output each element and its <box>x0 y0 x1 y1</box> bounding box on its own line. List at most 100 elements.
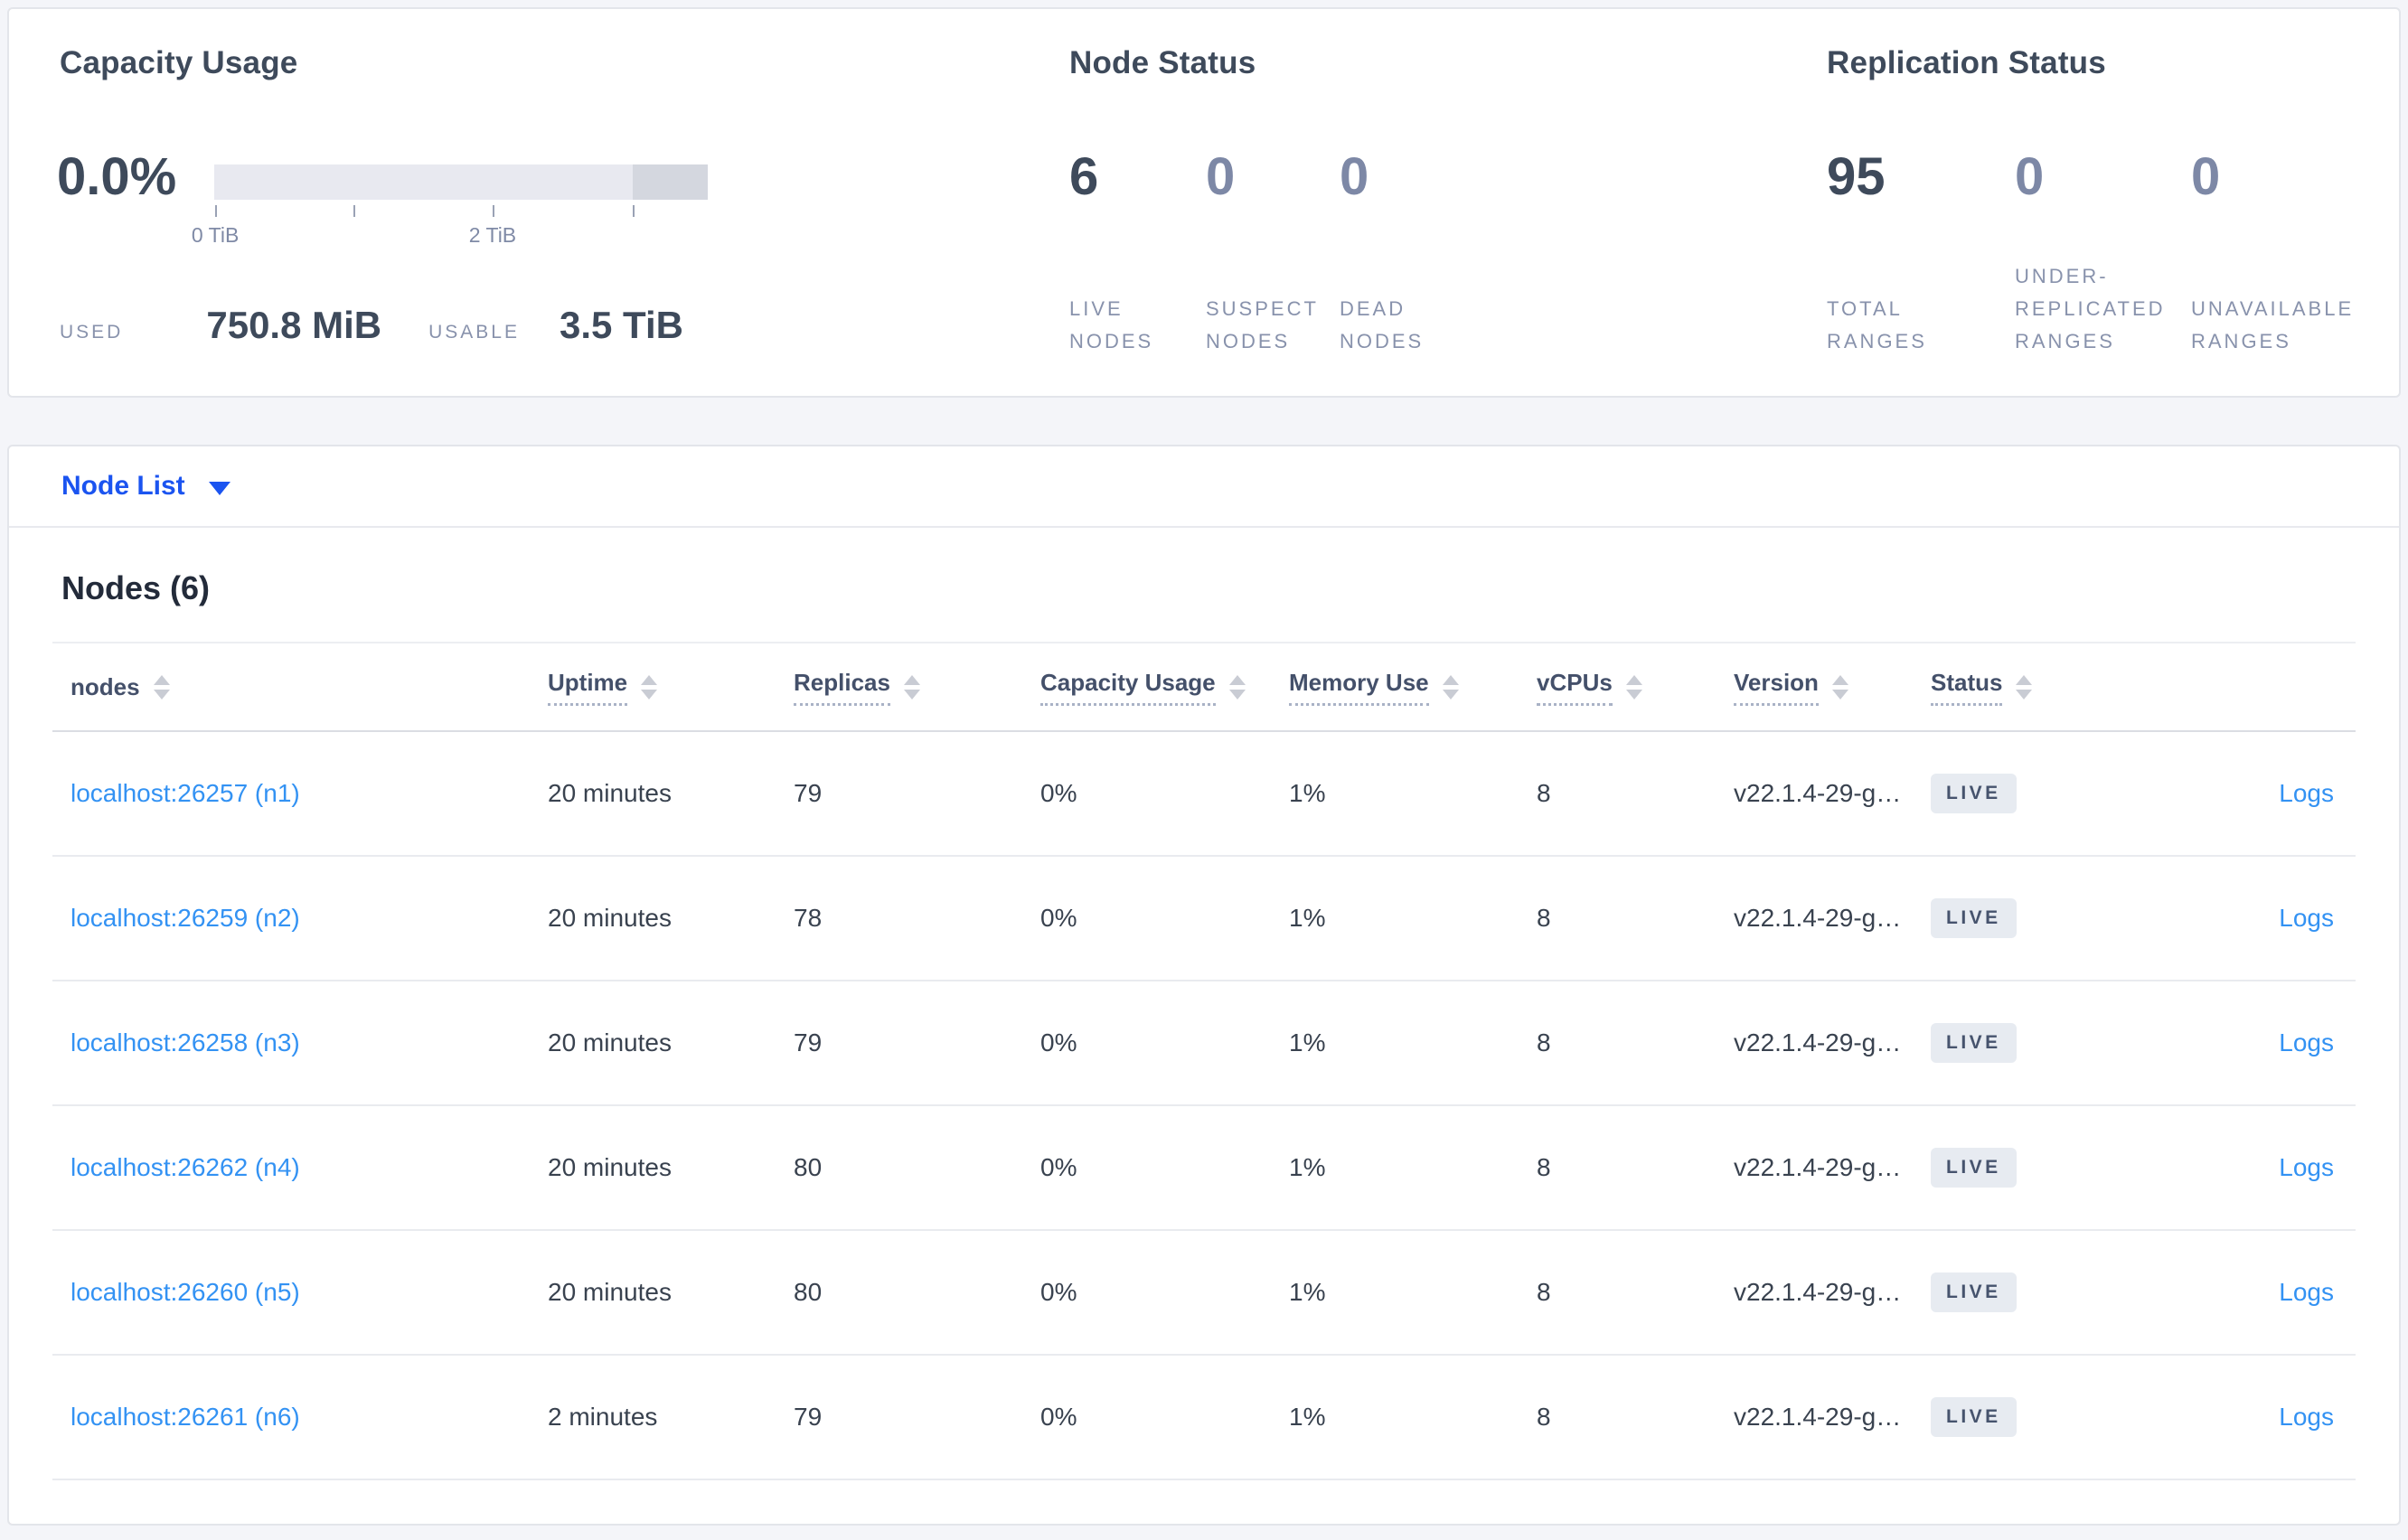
table-row: localhost:26261 (n6) 2 minutes 79 0% 1% … <box>52 1356 2356 1480</box>
node-list-dropdown[interactable]: Node List <box>61 471 230 502</box>
under-replicated-ranges-value: 0 <box>2015 147 2045 206</box>
cell-logs: Logs <box>2130 1278 2356 1307</box>
column-label: Capacity Usage <box>1040 669 1216 706</box>
nodes-table-header: nodes Uptime Replicas Capacity Usage Mem… <box>52 642 2356 732</box>
column-label: Status <box>1931 669 2003 706</box>
logs-link[interactable]: Logs <box>2279 779 2334 807</box>
node-link[interactable]: localhost:26258 (n3) <box>71 1028 300 1056</box>
capacity-stats: USED 750.8 MiB USABLE 3.5 TiB <box>60 304 683 347</box>
node-status-title: Node Status <box>1069 45 1256 80</box>
cell-logs: Logs <box>2130 779 2356 808</box>
status-badge: LIVE <box>1931 1148 2017 1188</box>
table-row: localhost:26262 (n4) 20 minutes 80 0% 1%… <box>52 1106 2356 1231</box>
logs-link[interactable]: Logs <box>2279 1403 2334 1431</box>
status-badge: LIVE <box>1931 898 2017 938</box>
column-header-capacity-usage[interactable]: Capacity Usage <box>1040 669 1289 706</box>
node-status-section: Node Status 6 LIVE NODES 0 SUSPECT NODES… <box>1069 45 1820 358</box>
used-label: USED <box>60 322 124 343</box>
cell-uptime: 20 minutes <box>548 1028 672 1056</box>
live-nodes-value: 6 <box>1069 147 1099 206</box>
usable-label: USABLE <box>428 322 520 343</box>
dead-nodes-metric: 0 DEAD NODES <box>1340 146 1424 358</box>
column-header-memory-use[interactable]: Memory Use <box>1289 669 1537 706</box>
status-badge: LIVE <box>1931 1397 2017 1437</box>
logs-link[interactable]: Logs <box>2279 1153 2334 1181</box>
cell-capacity: 0% <box>1040 779 1077 807</box>
node-link[interactable]: localhost:26261 (n6) <box>71 1403 300 1431</box>
column-label: Memory Use <box>1289 669 1429 706</box>
column-header-vcpus[interactable]: vCPUs <box>1537 669 1734 706</box>
node-link[interactable]: localhost:26257 (n1) <box>71 779 300 807</box>
table-row: localhost:26257 (n1) 20 minutes 79 0% 1%… <box>52 732 2356 857</box>
axis-tick <box>353 205 355 217</box>
table-row: localhost:26260 (n5) 20 minutes 80 0% 1%… <box>52 1231 2356 1356</box>
column-header-status[interactable]: Status <box>1931 669 2130 706</box>
sort-icon <box>1625 674 1642 700</box>
unavailable-ranges-value: 0 <box>2191 147 2221 206</box>
cell-vcpus: 8 <box>1537 1153 1551 1181</box>
cell-replicas: 80 <box>794 1278 823 1306</box>
cell-uptime: 20 minutes <box>548 904 672 932</box>
column-label: vCPUs <box>1537 669 1613 706</box>
column-label: nodes <box>71 672 140 700</box>
cell-node: localhost:26260 (n5) <box>52 1278 548 1307</box>
cell-uptime: 20 minutes <box>548 779 672 807</box>
node-link[interactable]: localhost:26260 (n5) <box>71 1278 300 1306</box>
cell-memory: 1% <box>1289 1028 1326 1056</box>
suspect-nodes-metric: 0 SUSPECT NODES <box>1206 146 1319 358</box>
suspect-nodes-value: 0 <box>1206 147 1236 206</box>
cell-memory: 1% <box>1289 1153 1326 1181</box>
sort-icon <box>641 674 658 700</box>
column-label: Version <box>1734 669 1819 706</box>
sort-icon <box>903 674 920 700</box>
under-replicated-ranges-label: UNDER- REPLICATED RANGES <box>2015 265 2166 352</box>
table-row: localhost:26259 (n2) 20 minutes 78 0% 1%… <box>52 857 2356 981</box>
cell-logs: Logs <box>2130 1028 2356 1057</box>
cell-memory: 1% <box>1289 779 1326 807</box>
cell-memory: 1% <box>1289 1403 1326 1431</box>
sort-icon <box>1442 674 1459 700</box>
live-nodes-label: LIVE NODES <box>1069 297 1154 352</box>
logs-link[interactable]: Logs <box>2279 904 2334 932</box>
column-header-nodes[interactable]: nodes <box>52 673 548 701</box>
column-header-uptime[interactable]: Uptime <box>548 669 794 706</box>
cell-capacity: 0% <box>1040 904 1077 932</box>
axis-tick <box>215 205 218 217</box>
node-link[interactable]: localhost:26259 (n2) <box>71 904 300 932</box>
status-badge: LIVE <box>1931 1272 2017 1312</box>
nodes-count-title: Nodes (6) <box>61 569 211 606</box>
replication-status-section: Replication Status 95 TOTAL RANGES 0 UND… <box>1827 45 2369 358</box>
cell-version: v22.1.4-29-g… <box>1734 1403 1902 1431</box>
cell-uptime: 20 minutes <box>548 1278 672 1306</box>
axis-tick-label: 2 TiB <box>468 223 517 247</box>
unavailable-ranges-label: UNAVAILABLE RANGES <box>2191 297 2355 352</box>
capacity-axis-ticks <box>214 205 708 220</box>
cell-status: LIVE <box>1931 1148 2130 1188</box>
cell-memory: 1% <box>1289 904 1326 932</box>
cell-version: v22.1.4-29-g… <box>1734 904 1902 932</box>
table-row: localhost:26258 (n3) 20 minutes 79 0% 1%… <box>52 981 2356 1106</box>
suspect-nodes-label: SUSPECT NODES <box>1206 297 1319 352</box>
logs-link[interactable]: Logs <box>2279 1028 2334 1056</box>
column-header-version[interactable]: Version <box>1734 669 1931 706</box>
total-ranges-metric: 95 TOTAL RANGES <box>1827 146 1927 358</box>
cell-vcpus: 8 <box>1537 1028 1551 1056</box>
sort-icon <box>1831 674 1848 700</box>
cell-replicas: 80 <box>794 1153 823 1181</box>
cell-logs: Logs <box>2130 904 2356 933</box>
cell-replicas: 78 <box>794 904 823 932</box>
logs-link[interactable]: Logs <box>2279 1278 2334 1306</box>
column-header-replicas[interactable]: Replicas <box>794 669 1040 706</box>
cell-version: v22.1.4-29-g… <box>1734 1278 1902 1306</box>
cell-node: localhost:26261 (n6) <box>52 1403 548 1432</box>
live-nodes-metric: 6 LIVE NODES <box>1069 146 1153 358</box>
node-link[interactable]: localhost:26262 (n4) <box>71 1153 300 1181</box>
sort-icon <box>2016 674 2033 700</box>
axis-tick <box>633 205 635 217</box>
unavailable-ranges-metric: 0 UNAVAILABLE RANGES <box>2191 146 2354 358</box>
cell-vcpus: 8 <box>1537 1403 1551 1431</box>
cell-node: localhost:26257 (n1) <box>52 779 548 808</box>
under-replicated-ranges-metric: 0 UNDER- REPLICATED RANGES <box>2015 146 2166 358</box>
cell-node: localhost:26262 (n4) <box>52 1153 548 1182</box>
cell-status: LIVE <box>1931 898 2130 938</box>
